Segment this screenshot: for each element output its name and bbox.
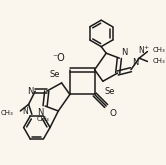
- Text: Se: Se: [105, 87, 115, 96]
- Text: O: O: [109, 109, 117, 118]
- Text: CH₃: CH₃: [37, 116, 50, 122]
- Text: CH₃: CH₃: [152, 58, 165, 65]
- Text: CH₃: CH₃: [1, 110, 14, 116]
- Text: ⁻O: ⁻O: [52, 53, 65, 63]
- Text: N: N: [27, 87, 34, 96]
- Text: N: N: [121, 48, 127, 56]
- Text: N: N: [37, 108, 43, 117]
- Text: +: +: [143, 45, 149, 50]
- Text: N: N: [22, 107, 28, 116]
- Text: N: N: [138, 46, 144, 55]
- Text: Se: Se: [49, 70, 60, 79]
- Text: CH₃: CH₃: [152, 47, 165, 53]
- Text: N: N: [132, 58, 138, 67]
